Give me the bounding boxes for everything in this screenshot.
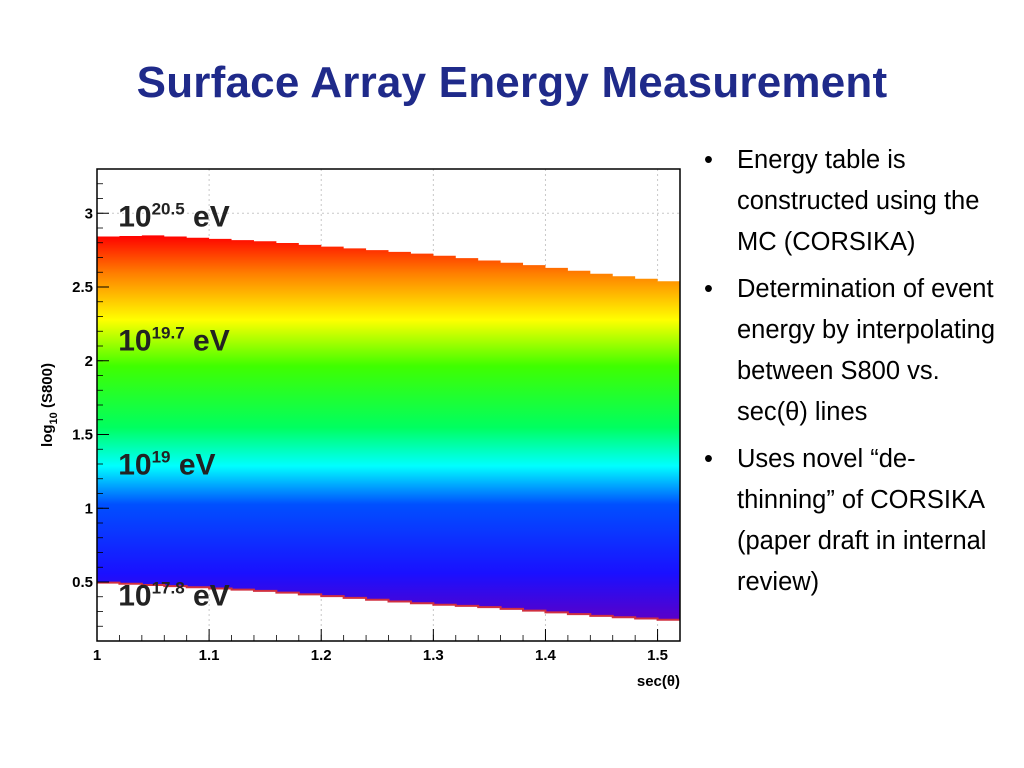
x-tick-label: 1.4: [535, 647, 557, 664]
y-axis-label: log10 (S800): [39, 363, 60, 447]
y-tick-label: 1: [85, 500, 93, 517]
band-lower-edge: [97, 581, 680, 621]
x-axis-label: sec(θ): [637, 673, 680, 690]
x-tick-label: 1: [93, 647, 101, 664]
y-tick-label: 2.5: [72, 279, 93, 296]
energy-label: 1019 eV: [118, 447, 215, 481]
bullet-item: Energy table is constructed using the MC…: [700, 140, 1010, 263]
energy-label: 1019.7 eV: [118, 323, 230, 357]
energy-label: 1020.5 eV: [118, 200, 230, 234]
x-tick-label: 1.1: [199, 647, 220, 664]
y-tick-label: 1.5: [72, 427, 93, 444]
energy-band: [97, 235, 680, 620]
bullet-list: Energy table is constructed using the MC…: [700, 140, 1010, 609]
bullet-item: Uses novel “de-thinning” of CORSIKA (pap…: [700, 439, 1010, 603]
y-tick-label: 2: [85, 353, 93, 370]
y-tick-label: 3: [85, 205, 93, 222]
y-tick-label: 0.5: [72, 574, 93, 591]
x-tick-label: 1.5: [647, 647, 668, 664]
energy-label: 1017.8 eV: [118, 579, 230, 613]
slide-title: Surface Array Energy Measurement: [136, 58, 888, 107]
bullet-item: Determination of event energy by interpo…: [700, 269, 1010, 433]
x-tick-label: 1.2: [311, 647, 332, 664]
x-tick-label: 1.3: [423, 647, 444, 664]
energy-table-chart: 1 1.1 1.2 1.3 1.4 1.5 0.5 1 1.5 2 2.5 3 sec(θ) log10 …: [39, 168, 681, 690]
